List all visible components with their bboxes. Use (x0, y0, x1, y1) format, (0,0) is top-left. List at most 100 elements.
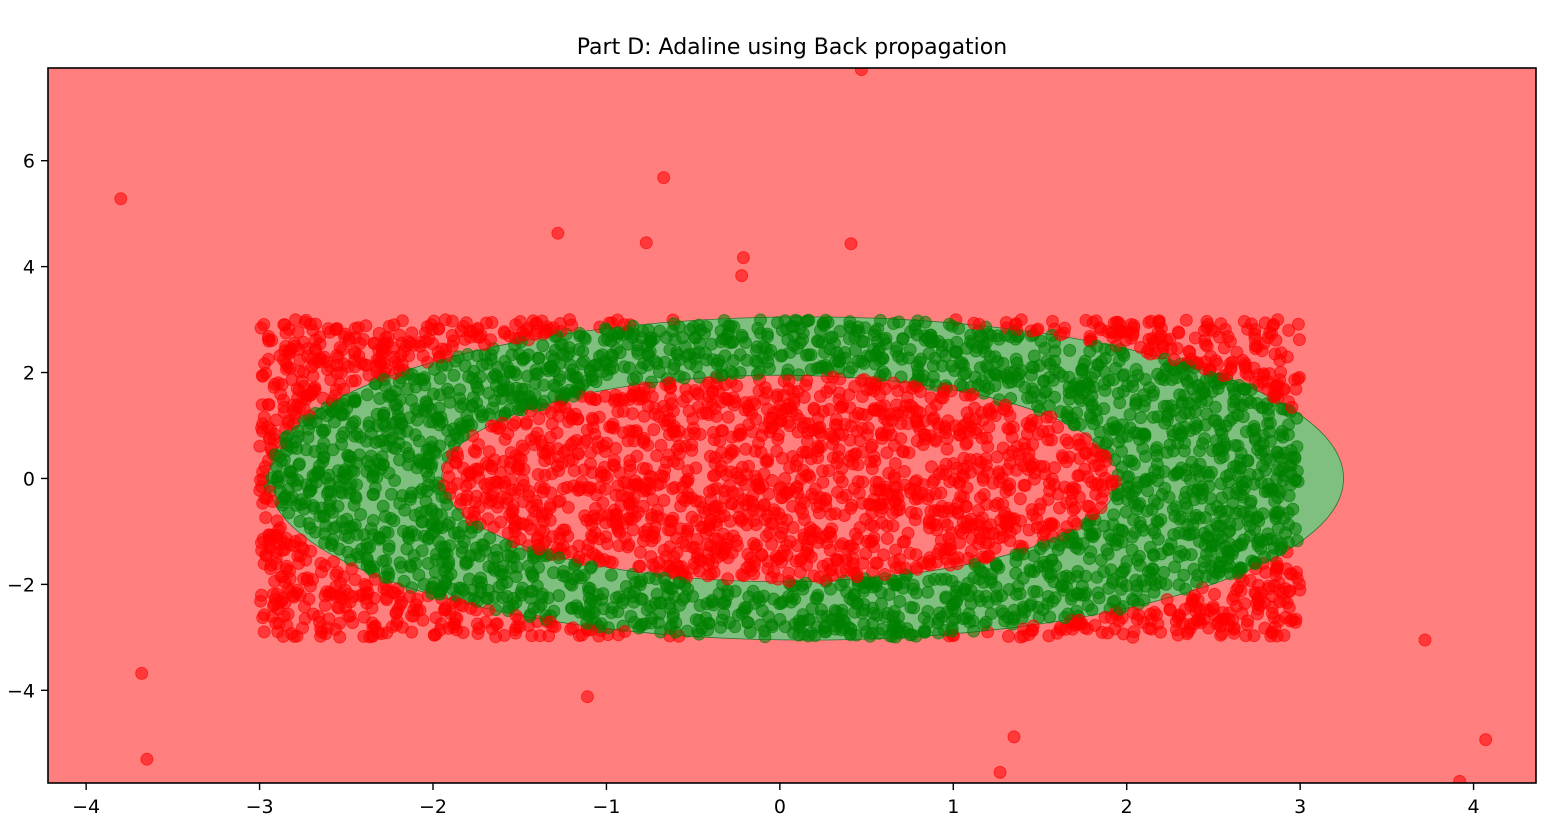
negative-point (498, 432, 512, 446)
negative-point (691, 400, 705, 414)
negative-point (979, 497, 993, 511)
negative-point (689, 514, 703, 528)
data-points (114, 68, 1493, 783)
negative-point (331, 600, 345, 614)
negative-point (992, 531, 1006, 545)
negative-point (532, 412, 546, 426)
negative-point (705, 398, 719, 411)
positive-point (673, 353, 687, 367)
positive-point (585, 370, 599, 383)
positive-point (327, 415, 341, 429)
negative-point (1054, 623, 1068, 637)
positive-point (299, 443, 313, 457)
positive-point (405, 393, 418, 407)
positive-point (1067, 417, 1081, 431)
positive-point (778, 620, 792, 634)
positive-point (416, 373, 430, 387)
outlier-point (657, 171, 671, 185)
positive-point (804, 348, 818, 362)
negative-point (297, 402, 311, 416)
negative-point (988, 409, 1002, 423)
negative-point (632, 560, 646, 574)
positive-point (811, 335, 825, 349)
positive-point (604, 568, 618, 582)
negative-point (786, 385, 800, 399)
positive-point (797, 627, 811, 641)
y-tick-label: −4 (7, 680, 35, 702)
positive-point (596, 365, 610, 378)
negative-point (445, 481, 458, 495)
negative-point (309, 343, 323, 357)
positive-point (829, 354, 843, 367)
negative-point (969, 426, 983, 440)
positive-point (1009, 566, 1023, 580)
positive-point (310, 465, 324, 479)
negative-point (458, 332, 472, 346)
positive-point (802, 612, 816, 626)
negative-point (1098, 449, 1112, 463)
x-tick-label: −2 (419, 796, 447, 818)
positive-point (1013, 587, 1027, 601)
positive-point (1200, 548, 1213, 561)
positive-point (761, 355, 775, 369)
negative-point (688, 427, 702, 440)
positive-point (488, 563, 501, 577)
negative-point (657, 543, 671, 557)
positive-point (382, 466, 396, 480)
positive-point (388, 385, 402, 398)
negative-point (293, 588, 307, 602)
positive-point (293, 514, 307, 528)
positive-point (1156, 369, 1170, 383)
negative-point (1282, 584, 1296, 598)
positive-point (501, 549, 515, 563)
positive-point (475, 410, 489, 424)
negative-point (1248, 323, 1262, 336)
positive-point (990, 589, 1004, 603)
negative-point (1028, 466, 1042, 480)
positive-point (1220, 544, 1234, 558)
negative-point (479, 316, 493, 330)
positive-point (1247, 419, 1261, 433)
negative-point (509, 416, 523, 429)
positive-point (1282, 489, 1296, 503)
positive-point (1223, 414, 1236, 428)
negative-point (928, 473, 941, 487)
y-tick-label: 2 (23, 363, 35, 385)
positive-point (1270, 534, 1284, 548)
negative-point (538, 454, 552, 468)
outlier-point (736, 251, 750, 265)
positive-point (397, 574, 411, 588)
positive-point (1027, 585, 1041, 598)
positive-point (560, 349, 574, 363)
positive-point (1083, 344, 1097, 358)
negative-point (265, 333, 279, 347)
positive-point (1117, 384, 1131, 398)
positive-point (1100, 543, 1114, 557)
negative-point (731, 487, 745, 501)
positive-point (1051, 543, 1065, 557)
positive-point (920, 331, 934, 345)
negative-point (1227, 621, 1241, 635)
negative-point (270, 528, 284, 542)
negative-point (277, 400, 291, 414)
negative-point (299, 553, 313, 567)
positive-point (582, 591, 596, 605)
negative-point (875, 501, 889, 515)
negative-point (959, 499, 973, 513)
positive-point (935, 345, 949, 359)
positive-point (318, 423, 332, 437)
positive-point (1134, 411, 1148, 425)
negative-point (878, 382, 892, 396)
negative-point (660, 455, 673, 469)
negative-point (825, 522, 839, 536)
negative-point (812, 441, 826, 455)
negative-point (366, 622, 380, 635)
negative-point (315, 565, 328, 579)
negative-point (1079, 447, 1093, 460)
positive-point (1115, 523, 1129, 537)
positive-point (1133, 497, 1147, 511)
negative-point (1042, 629, 1056, 643)
negative-point (607, 453, 621, 467)
